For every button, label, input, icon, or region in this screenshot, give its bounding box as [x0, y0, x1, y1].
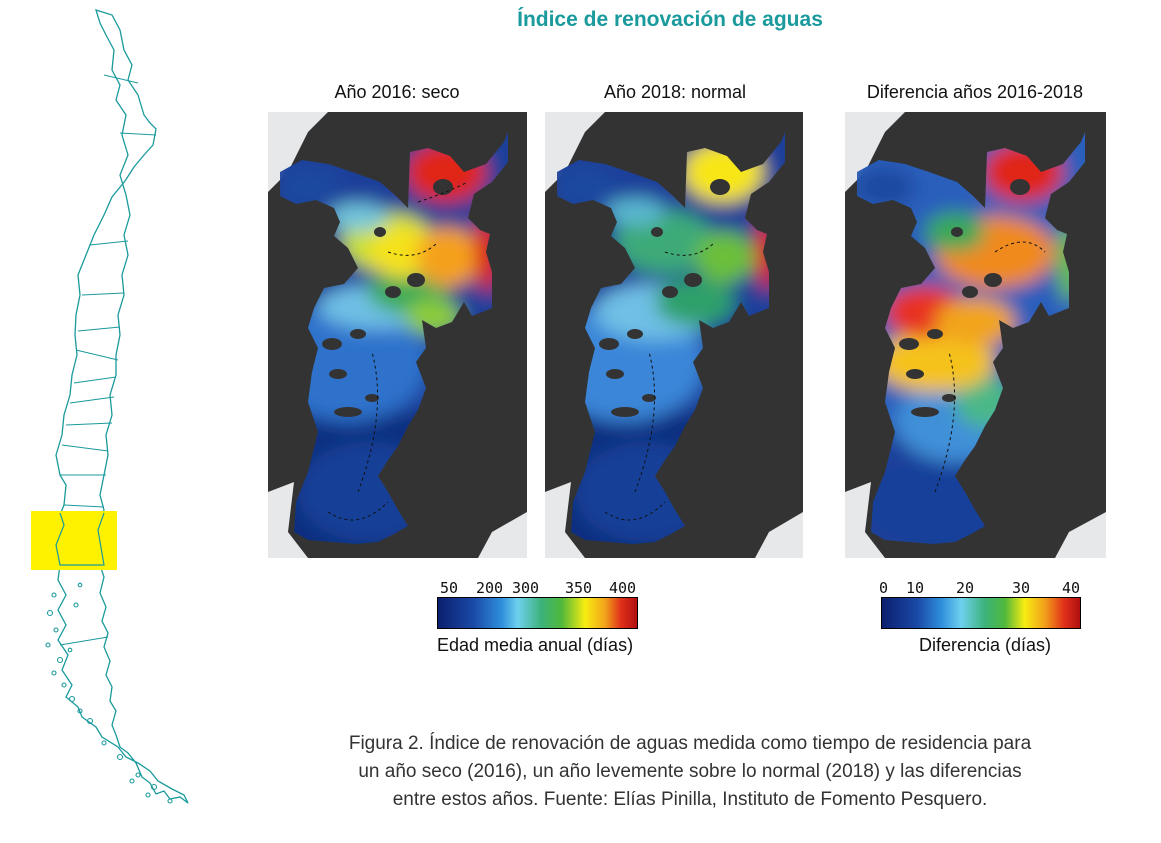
- figure-caption: Figura 2. Índice de renovación de aguas …: [300, 730, 1080, 814]
- panel-title-2016: Año 2016: seco: [334, 82, 460, 102]
- colorbar-age-tick: 50: [440, 579, 459, 597]
- colorbar-diff-tick: 10: [906, 579, 925, 597]
- chile-locator-map: [31, 9, 189, 804]
- page-title: Índice de renovación de aguas: [517, 8, 823, 31]
- highlight-box: [31, 511, 117, 570]
- colorbar-diff-tick: 40: [1062, 579, 1081, 597]
- colorbar-diff-label: Diferencia (días): [918, 635, 1052, 655]
- panel-title-2018: Año 2018: normal: [603, 82, 747, 102]
- colorbar-age-label: Edad media anual (días): [436, 635, 634, 655]
- caption-line: entre estos años. Fuente: Elías Pinilla,…: [392, 789, 988, 810]
- panel-title-difference: Diferencia años 2016-2018: [866, 82, 1084, 102]
- southern-archipelago: [45, 582, 173, 804]
- colorbar-diff-tick: 20: [956, 579, 975, 597]
- colorbar-diff-gradient: [881, 597, 1081, 629]
- map-panel-2018: [545, 112, 803, 558]
- map-panel-difference: [845, 112, 1106, 558]
- colorbar-age-tick: 300: [512, 579, 540, 597]
- colorbar-age-tick: 200: [476, 579, 504, 597]
- colorbar-age-gradient: [437, 597, 638, 629]
- caption-line: Figura 2. Índice de renovación de aguas …: [348, 733, 1032, 754]
- chile-outline: [55, 9, 189, 804]
- colorbar-age-tick: 350: [565, 579, 593, 597]
- map-panel-2016: [268, 112, 527, 558]
- colorbar-age-tick: 400: [609, 579, 637, 597]
- caption-line: un año seco (2016), un año levemente sob…: [358, 761, 1022, 782]
- colorbar-diff-tick: 0: [879, 579, 889, 597]
- colorbar-diff-tick: 30: [1012, 579, 1031, 597]
